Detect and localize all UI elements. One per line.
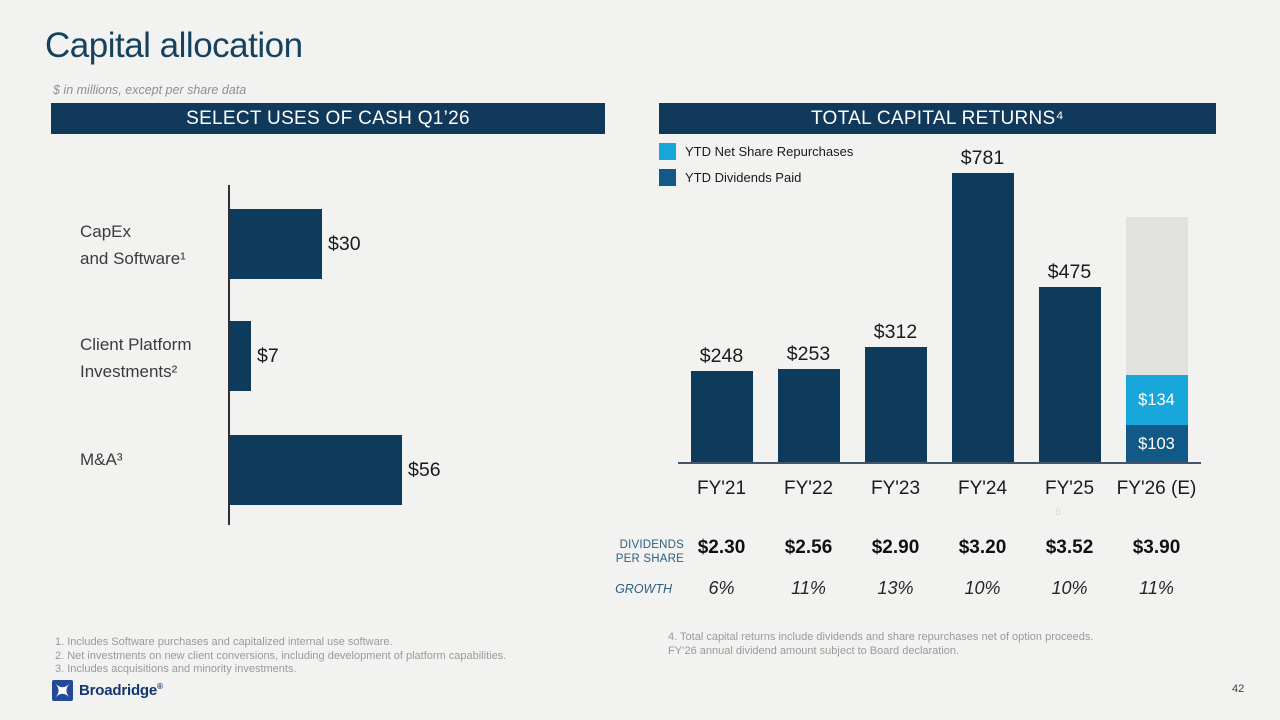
segment-fy26-projected xyxy=(1125,217,1188,375)
x-label-fy24: FY'24 xyxy=(957,478,1008,499)
bar-column-fy24: $781 xyxy=(939,140,1026,463)
growth-fy24: 10% xyxy=(964,578,1001,598)
x-label-fy22: FY'22 xyxy=(783,478,834,499)
x-label-fy25: FY'25 xyxy=(1044,478,1095,499)
legend-swatch-dividends xyxy=(659,169,676,186)
dps-fy21: $2.30 xyxy=(697,537,746,558)
bar-value-fy22: $253 xyxy=(786,343,831,365)
bar-column-fy22: $253 xyxy=(765,140,852,463)
segment-fy26-dividends: $103 xyxy=(1125,425,1188,463)
legend-swatch-repurchases xyxy=(659,143,676,160)
bar-capex xyxy=(230,209,322,279)
bar-column-fy21: $248 xyxy=(678,140,765,463)
right-chart-plot: $248 $253 $312 $781 $475 $134 $103 xyxy=(678,140,1200,463)
bar-value-fy25: $475 xyxy=(1047,261,1092,283)
bar-row-capex: $30 xyxy=(230,209,361,279)
units-note: $ in millions, except per share data xyxy=(53,83,247,97)
broadridge-logo: Broadridge® xyxy=(52,680,163,701)
footnote-4: 4. Total capital returns include dividen… xyxy=(668,631,1094,643)
page-number: 42 xyxy=(1232,683,1245,695)
fy25-footnote-marker: 6 xyxy=(1055,506,1062,518)
bar-fy24 xyxy=(951,173,1014,463)
growth-fy26: 11% xyxy=(1139,578,1174,598)
bar-row-ma: $56 xyxy=(230,435,441,505)
dps-fy25: $3.52 xyxy=(1045,537,1094,558)
bar-client-platform xyxy=(230,321,251,391)
bar-value-capex: $30 xyxy=(328,232,361,255)
segment-value-dividends: $103 xyxy=(1138,434,1175,453)
page-title: Capital allocation xyxy=(45,26,303,65)
segment-fy26-repurchases: $134 xyxy=(1125,375,1188,425)
bar-value-fy23: $312 xyxy=(873,321,918,343)
legend-label: YTD Net Share Repurchases xyxy=(685,144,854,159)
bar-column-fy26: $134 $103 xyxy=(1113,140,1200,463)
growth-fy22: 11% xyxy=(791,578,826,598)
x-label-fy23: FY'23 xyxy=(870,478,921,499)
left-chart-axis xyxy=(228,185,230,525)
dividends-per-share-row: $2.30 $2.56 $2.90 $3.20 $3.52 $3.90 xyxy=(678,537,1200,559)
footnotes-left: 1. Includes Software purchases and capit… xyxy=(55,636,506,677)
left-chart-header: SELECT USES OF CASH Q1’26 xyxy=(51,103,605,134)
growth-fy23: 13% xyxy=(877,578,914,598)
growth-row: 6% 11% 13% 10% 10% 11% xyxy=(678,578,1200,599)
logo-x-glyph xyxy=(55,683,70,698)
footnote-2: 2. Net investments on new client convers… xyxy=(55,649,507,662)
footnote-4b: FY’26 annual dividend amount subject to … xyxy=(668,644,960,657)
row-label-growth: GROWTH xyxy=(615,582,672,596)
x-label-fy26: FY'26 (E) xyxy=(1116,478,1197,499)
broadridge-logo-icon xyxy=(52,680,73,701)
legend-item-dividends: YTD Dividends Paid xyxy=(659,169,853,186)
dps-fy24: $3.20 xyxy=(958,537,1007,558)
growth-fy25: 10% xyxy=(1051,578,1088,598)
legend-item-repurchases: YTD Net Share Repurchases xyxy=(659,143,853,160)
footnotes-right: 4. Total capital returns include dividen… xyxy=(668,631,1093,658)
bar-value-client-platform: $7 xyxy=(257,344,279,367)
registered-mark: ® xyxy=(157,682,163,691)
row-label-dividends-per-share: DIVIDENDS PER SHARE xyxy=(615,539,684,565)
bar-fy21 xyxy=(690,371,753,463)
dps-fy26: $3.90 xyxy=(1132,537,1181,558)
bar-fy25 xyxy=(1038,287,1101,463)
x-label-fy21: FY'21 xyxy=(696,478,747,499)
footnote-1: 1. Includes Software purchases and capit… xyxy=(55,636,393,648)
bar-value-fy21: $248 xyxy=(699,345,744,367)
legend-label: YTD Dividends Paid xyxy=(685,170,802,185)
footnote-3: 3. Includes acquisitions and minority in… xyxy=(55,663,297,675)
bar-ma xyxy=(230,435,402,505)
bar-column-fy25: $475 xyxy=(1026,140,1113,463)
dps-fy22: $2.56 xyxy=(784,537,833,558)
bar-column-fy23: $312 xyxy=(852,140,939,463)
right-chart-baseline xyxy=(678,462,1201,464)
x-axis-labels: FY'21 FY'22 FY'23 FY'24 FY'25 FY'26 (E) xyxy=(678,478,1200,500)
broadridge-logo-text: Broadridge® xyxy=(79,682,163,699)
bar-fy23 xyxy=(864,347,927,463)
bar-label-capex: CapEx and Software¹ xyxy=(80,222,186,268)
bar-value-ma: $56 xyxy=(408,458,441,481)
growth-fy21: 6% xyxy=(708,578,735,598)
bar-fy22 xyxy=(777,369,840,463)
bar-value-fy24: $781 xyxy=(960,147,1005,169)
dps-fy23: $2.90 xyxy=(871,537,920,558)
segment-value-repurchases: $134 xyxy=(1138,390,1175,409)
legend: YTD Net Share Repurchases YTD Dividends … xyxy=(659,143,853,195)
right-chart-header: TOTAL CAPITAL RETURNS⁴ xyxy=(659,103,1216,134)
bar-row-client-platform: $7 xyxy=(230,321,279,391)
bar-label-client-platform: Client Platform Investments² xyxy=(80,335,192,381)
bar-label-ma: M&A³ xyxy=(80,450,123,469)
